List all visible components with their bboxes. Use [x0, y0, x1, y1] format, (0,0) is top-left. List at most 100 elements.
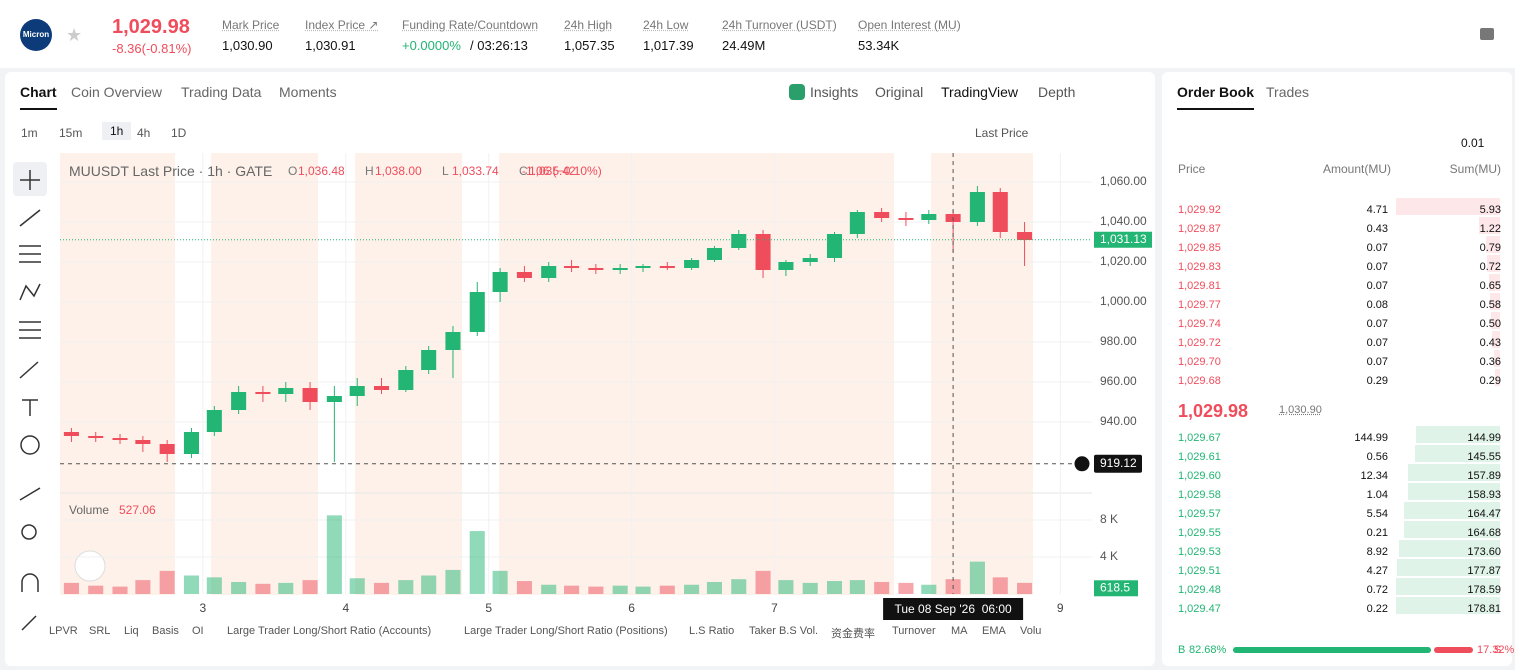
tab[interactable]: Coin Overview — [71, 84, 163, 100]
volume-bar — [706, 581, 722, 594]
ob-price: 1,029.70 — [1178, 356, 1221, 368]
tab[interactable]: Trading Data — [181, 84, 262, 100]
indicator[interactable]: 资金费率 — [831, 628, 875, 640]
indicator[interactable]: Large Trader Long/Short Ratio (Accounts) — [227, 625, 432, 637]
ob-tick[interactable]: 0.01 — [1461, 136, 1485, 150]
menu-icon[interactable] — [1480, 28, 1494, 40]
indicator[interactable]: Turnover — [892, 625, 936, 637]
crosshair-time: Tue 08 Sep '26 06:00 — [894, 602, 1012, 616]
candle-body — [373, 386, 390, 390]
ohlc-key: L — [442, 164, 449, 178]
volume-bar — [659, 585, 675, 594]
price-source[interactable]: Last Price — [975, 126, 1029, 140]
indicator[interactable]: OI — [192, 625, 204, 637]
legend-symbol: MUUSDT Last Price · 1h · GATE — [69, 163, 273, 179]
volume-bar — [802, 582, 818, 594]
y-tick-label: 1,060.00 — [1100, 174, 1147, 188]
ohlc-key: O — [288, 164, 298, 178]
legend-change: -1.06 (−0.10%) — [522, 164, 602, 178]
candle-body — [445, 332, 461, 350]
ob-amount: 0.21 — [1366, 527, 1388, 539]
ob-sum: 0.65 — [1479, 280, 1501, 292]
candle-body — [802, 258, 818, 262]
depth-bar — [1396, 578, 1500, 595]
view-tab[interactable]: Insights — [810, 84, 859, 100]
view-tab[interactable]: Original — [875, 84, 924, 100]
volume-bar — [635, 586, 651, 594]
ob-price: 1,029.68 — [1178, 375, 1221, 387]
y-tick-label: 1,040.00 — [1100, 214, 1147, 228]
volume-bar — [564, 585, 580, 594]
indicator[interactable]: Large Trader Long/Short Ratio (Positions… — [464, 625, 668, 637]
depth-bar — [1399, 540, 1500, 557]
ob-tab[interactable]: Order Book — [1177, 84, 1255, 110]
depth-bar — [1396, 559, 1500, 576]
ob-amount: 0.07 — [1366, 318, 1388, 330]
interval[interactable]: 1h — [102, 122, 132, 140]
depth-bar — [1396, 597, 1500, 614]
view-tab[interactable]: TradingView — [941, 84, 1019, 100]
candle-body — [63, 432, 79, 436]
stat-label: 24h High — [564, 18, 613, 32]
candle-body — [874, 212, 890, 218]
depth-bar — [1487, 255, 1500, 272]
price: 1,029.98 — [112, 16, 190, 38]
ob-amount: 0.29 — [1366, 375, 1388, 387]
interval[interactable]: 1D — [171, 126, 187, 140]
volume-bar — [612, 585, 628, 594]
ob-sum: 177.87 — [1467, 565, 1501, 577]
indicator[interactable]: Liq — [124, 625, 139, 637]
indicator[interactable]: EMA — [982, 625, 1006, 637]
ob-tab[interactable]: Trades — [1266, 84, 1310, 100]
volume-bar — [898, 582, 914, 594]
interval[interactable]: 4h — [137, 126, 151, 140]
candle-body — [183, 432, 199, 454]
interval[interactable]: 1m — [21, 126, 38, 140]
interval[interactable]: 15m — [59, 126, 83, 140]
ob-amount: 0.72 — [1366, 584, 1388, 596]
ob-price: 1,029.53 — [1178, 546, 1221, 558]
candle-body — [398, 370, 414, 390]
candle-body — [302, 388, 318, 402]
candle-body — [421, 350, 437, 370]
tab[interactable]: Chart — [20, 84, 57, 110]
depth-bar — [1407, 483, 1500, 500]
candle-body — [206, 410, 222, 432]
candle-body — [516, 272, 532, 278]
ob-amount: 0.07 — [1366, 261, 1388, 273]
indicator[interactable]: Taker B.S Vol. — [749, 625, 819, 637]
indicator[interactable]: MA — [951, 625, 968, 637]
candle-body — [469, 292, 485, 332]
x-tick-label: 5 — [485, 601, 492, 615]
volume-bar — [63, 582, 79, 594]
volume-bar — [492, 570, 508, 594]
favorite[interactable]: ★ — [66, 25, 83, 45]
indicator[interactable]: Basis — [152, 625, 179, 637]
depth-bar — [1478, 217, 1500, 234]
tab[interactable]: Moments — [279, 84, 337, 100]
indicator[interactable]: L.S Ratio — [689, 625, 735, 637]
buy-bar — [1233, 647, 1432, 653]
volume-bar — [874, 581, 890, 594]
ob-amount: 4.71 — [1366, 204, 1388, 216]
indicator[interactable]: SRL — [89, 625, 111, 637]
buy-key: B — [1178, 644, 1186, 656]
x-tick-label: 3 — [200, 601, 207, 615]
indicator[interactable]: LPVR — [49, 625, 78, 637]
ob-price: 1,029.81 — [1178, 280, 1221, 292]
indicator[interactable]: Volu — [1020, 625, 1042, 637]
tv-logo — [74, 550, 106, 582]
ob-amount: 0.07 — [1366, 280, 1388, 292]
candle-body — [706, 248, 722, 260]
volume-bar — [302, 580, 318, 594]
ob-sum: 0.29 — [1479, 375, 1501, 387]
view-tab[interactable]: Depth — [1038, 84, 1076, 100]
candle-body — [969, 192, 985, 222]
candle-body — [992, 192, 1008, 232]
depth-bar — [1491, 312, 1500, 329]
volume-bar — [731, 579, 747, 594]
ob-price: 1,029.85 — [1178, 242, 1221, 254]
ob-amount: 0.08 — [1366, 299, 1388, 311]
ob-amount: 4.27 — [1366, 565, 1388, 577]
